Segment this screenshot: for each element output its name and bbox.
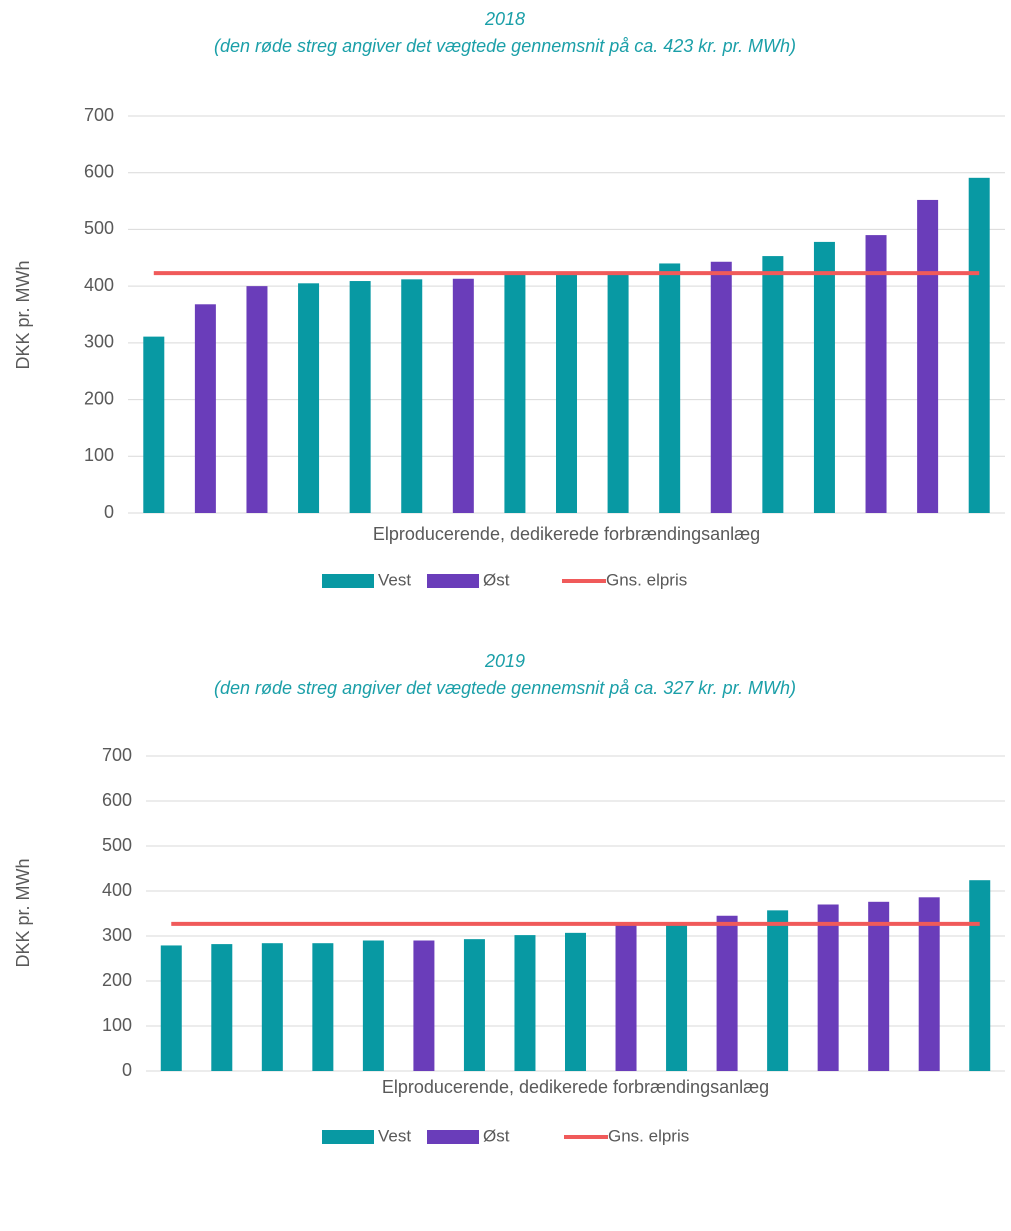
- bar: [261, 943, 283, 1071]
- bar: [865, 235, 887, 513]
- bar: [556, 273, 577, 513]
- legend-label: Øst: [483, 1126, 510, 1145]
- y-tick-label: 300: [84, 332, 114, 352]
- y-tick-label: 0: [104, 502, 114, 522]
- bar: [312, 943, 334, 1071]
- legend-label: Gns. elpris: [608, 1126, 689, 1145]
- y-tick-label: 100: [84, 445, 114, 465]
- bar: [813, 241, 835, 514]
- y-tick-label: 100: [102, 1015, 132, 1035]
- x-axis-label: Elproducerende, dedikerede forbrændingsa…: [373, 524, 760, 544]
- legend-swatch: [322, 1130, 374, 1144]
- y-tick-label: 400: [102, 880, 132, 900]
- bar: [514, 935, 536, 1071]
- bar: [349, 281, 371, 513]
- bar: [615, 924, 637, 1071]
- bar: [868, 901, 890, 1071]
- y-tick-label: 300: [102, 925, 132, 945]
- chart-title: 2018: [484, 9, 525, 29]
- bar: [143, 336, 165, 513]
- y-axis-label: DKK pr. MWh: [13, 260, 33, 369]
- bar: [298, 283, 320, 513]
- legend-swatch: [322, 574, 374, 588]
- y-axis-label: DKK pr. MWh: [13, 858, 33, 967]
- bar: [666, 924, 688, 1071]
- bar: [716, 915, 738, 1071]
- legend-swatch: [427, 574, 479, 588]
- bar: [194, 304, 216, 513]
- legend-label: Vest: [378, 1126, 411, 1145]
- bar: [160, 945, 182, 1071]
- y-tick-label: 600: [102, 790, 132, 810]
- legend-label: Gns. elpris: [606, 570, 687, 589]
- bar: [917, 199, 939, 514]
- legend-label: Vest: [378, 570, 411, 589]
- bar: [607, 273, 629, 513]
- y-tick-label: 400: [84, 275, 114, 295]
- bar: [463, 939, 485, 1071]
- y-tick-label: 500: [84, 218, 114, 238]
- bar: [565, 932, 586, 1071]
- chart-subtitle: (den røde streg angiver det vægtede genn…: [214, 36, 796, 56]
- y-tick-label: 500: [102, 835, 132, 855]
- legend-swatch: [427, 1130, 479, 1144]
- bar: [413, 940, 435, 1071]
- y-tick-label: 0: [122, 1060, 132, 1080]
- y-tick-label: 200: [84, 388, 114, 408]
- y-tick-label: 600: [84, 161, 114, 181]
- bar: [362, 940, 384, 1071]
- y-tick-label: 200: [102, 970, 132, 990]
- bar: [211, 944, 233, 1071]
- bar: [452, 278, 474, 513]
- bar: [504, 274, 526, 513]
- x-axis-label: Elproducerende, dedikerede forbrændingsa…: [382, 1077, 769, 1097]
- bar: [767, 910, 789, 1071]
- chart-subtitle: (den røde streg angiver det vægtede genn…: [214, 678, 796, 698]
- bar: [710, 261, 732, 513]
- bar: [762, 256, 784, 513]
- y-tick-label: 700: [84, 105, 114, 125]
- bar: [918, 897, 940, 1071]
- bar: [969, 880, 991, 1071]
- legend-label: Øst: [483, 570, 510, 589]
- bar: [968, 177, 990, 513]
- chart-title: 2019: [484, 651, 525, 671]
- y-tick-label: 700: [102, 745, 132, 765]
- bar: [401, 279, 423, 513]
- bar: [817, 904, 839, 1071]
- bar: [246, 286, 268, 513]
- bar: [659, 263, 681, 513]
